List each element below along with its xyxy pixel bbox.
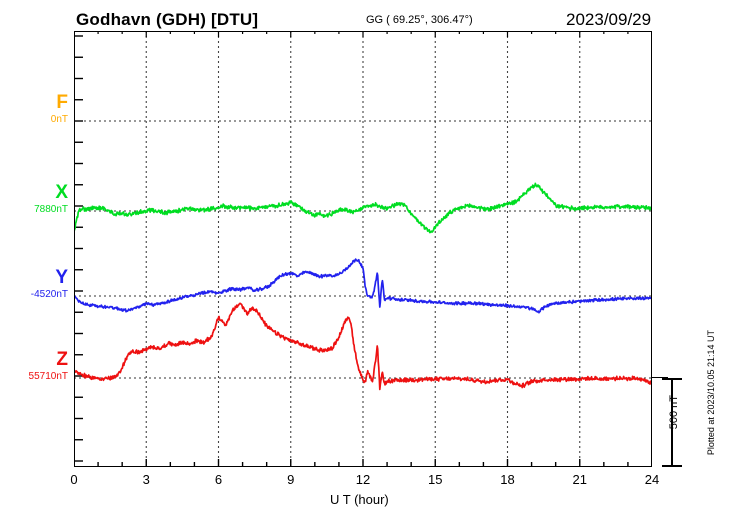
component-name: F — [56, 92, 68, 113]
component-name: Y — [55, 267, 68, 288]
chart-canvas — [74, 31, 652, 467]
observation-date: 2023/09/29 — [566, 10, 652, 29]
right-axis-tick — [652, 377, 668, 379]
component-label-x: X 7880nT — [34, 183, 68, 217]
plotted-timestamp: Plotted at 2023/10.05 21:14 UT — [706, 330, 716, 456]
component-baseline-value: 55710nT — [28, 371, 68, 382]
component-label-f: F 0nT — [51, 93, 68, 127]
x-tick-label: 9 — [287, 472, 295, 487]
magnetogram-plot — [74, 31, 652, 467]
x-tick-label: 12 — [355, 472, 371, 487]
component-label-y: Y -4520nT — [31, 268, 68, 302]
x-tick-label: 6 — [214, 472, 223, 487]
x-tick-label: 21 — [572, 472, 587, 487]
x-tick-label: 15 — [428, 472, 443, 487]
geographic-coordinates: GG ( 69.25°, 306.47°) — [366, 14, 473, 26]
x-tick-label: 18 — [500, 472, 515, 487]
component-name: Z — [56, 349, 68, 370]
component-baseline-value: 0nT — [50, 114, 68, 125]
scale-bar — [662, 378, 682, 467]
component-label-z: Z 55710nT — [29, 350, 68, 384]
plot-frame — [74, 31, 652, 467]
x-tick-label: 0 — [70, 472, 78, 487]
component-baseline-value: -4520nT — [30, 289, 68, 300]
x-tick-label: 24 — [644, 472, 660, 487]
x-tick-label: 3 — [142, 472, 150, 487]
component-baseline-value: 7880nT — [34, 204, 68, 215]
component-name: X — [55, 182, 68, 203]
scale-bar-label: 500 nT — [668, 395, 680, 430]
page-title: Godhavn (GDH) [DTU] — [76, 10, 259, 29]
x-axis-label: U T (hour) — [330, 492, 389, 507]
